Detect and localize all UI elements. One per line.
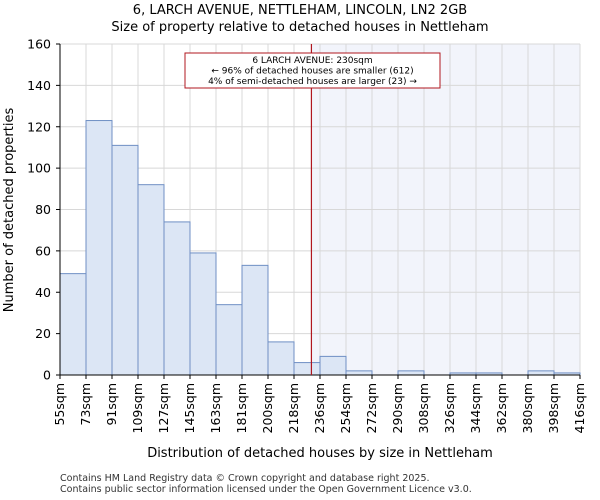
annotation-line-3: 4% of semi-detached houses are larger (2… [208, 77, 417, 87]
x-tick-label: 380sqm [520, 383, 535, 433]
bar [137, 184, 165, 376]
bar [319, 355, 347, 376]
x-tick-label: 127sqm [156, 383, 171, 433]
chart-subtitle: Size of property relative to detached ho… [111, 20, 488, 35]
y-tick-label: 140 [27, 78, 51, 93]
y-tick-label: 20 [35, 326, 51, 341]
x-tick-label: 218sqm [286, 383, 301, 433]
x-tick-label: 109sqm [130, 383, 145, 433]
x-tick-label: 326sqm [442, 383, 457, 433]
bar [85, 120, 113, 376]
footer-line-1: Contains HM Land Registry data © Crown c… [60, 473, 430, 484]
annotation-box [184, 52, 441, 89]
y-axis-label: Number of detached properties [2, 108, 17, 313]
y-tick-label: 0 [43, 368, 51, 383]
y-tick-label: 60 [35, 243, 51, 258]
x-tick-label: 200sqm [260, 383, 275, 433]
annotation-line-1: 6 LARCH AVENUE: 230sqm [252, 56, 372, 66]
y-tick-label: 160 [27, 37, 51, 52]
x-tick-label: 254sqm [338, 383, 353, 433]
annotation-line-2: ← 96% of detached houses are smaller (61… [211, 67, 413, 77]
x-tick-label: 290sqm [390, 383, 405, 433]
chart-title: 6, LARCH AVENUE, NETTLEHAM, LINCOLN, LN2… [133, 3, 467, 18]
x-tick-label: 55sqm [52, 383, 67, 426]
bar [189, 252, 217, 376]
bar [59, 273, 87, 376]
bar [111, 144, 139, 376]
x-tick-label: 73sqm [78, 383, 93, 426]
y-tick-label: 100 [27, 161, 51, 176]
x-tick-label: 344sqm [468, 383, 483, 433]
x-tick-label: 272sqm [364, 383, 379, 433]
bar [163, 221, 191, 376]
bar [527, 370, 555, 376]
footer: Contains HM Land Registry data © Crown c… [60, 473, 472, 495]
x-tick-label: 181sqm [234, 383, 249, 433]
bar [241, 264, 269, 376]
x-tick-label: 362sqm [494, 383, 509, 433]
x-tick-label: 236sqm [312, 383, 327, 433]
x-tick-label: 163sqm [208, 383, 223, 433]
bar [397, 370, 425, 376]
plot-area: 0 20 40 60 80 100 120 140 160 55sqm 73sqm 91sqm 109s… [27, 37, 587, 434]
y-tick-label: 40 [35, 285, 51, 300]
footer-line-2: Contains public sector information licen… [60, 484, 472, 495]
x-tick-label: 145sqm [182, 383, 197, 433]
x-tick-label: 308sqm [416, 383, 431, 433]
y-tick-label: 80 [35, 202, 51, 217]
x-tick-label: 91sqm [104, 383, 119, 426]
bar [215, 304, 243, 376]
x-tick-label: 398sqm [546, 383, 561, 433]
x-axis-label: Distribution of detached houses by size … [147, 446, 493, 461]
bar [267, 341, 295, 376]
bar [293, 362, 321, 376]
y-tick-label: 120 [27, 119, 51, 134]
bar [345, 370, 373, 376]
x-tick-label: 416sqm [572, 383, 587, 433]
